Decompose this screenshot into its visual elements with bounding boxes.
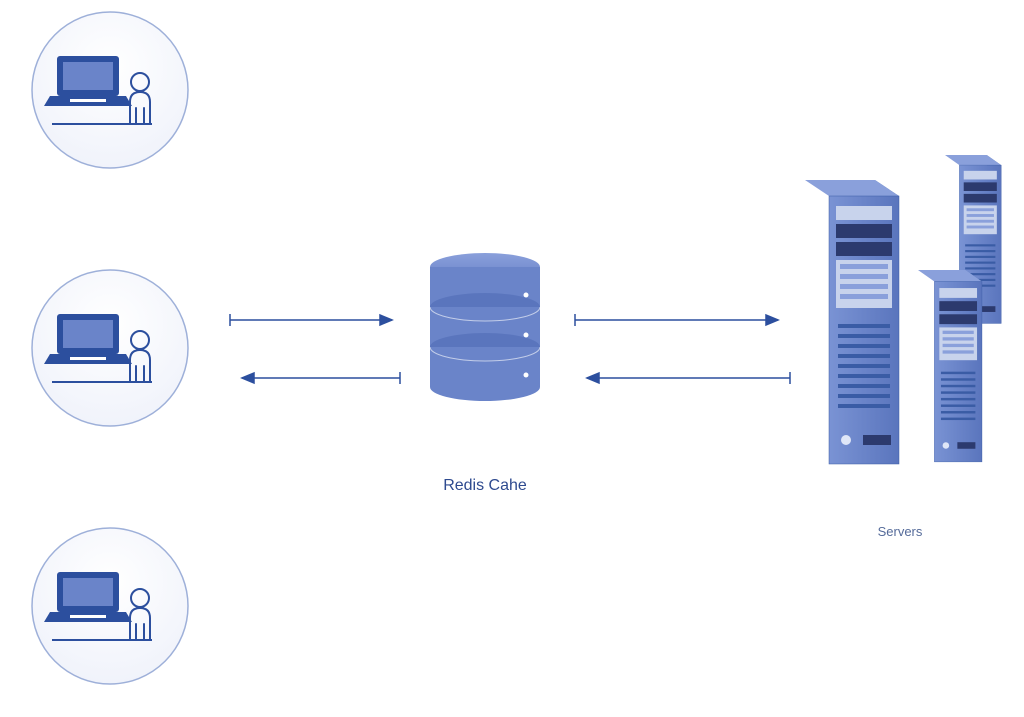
laptop-icon <box>44 56 132 106</box>
cache-label: Redis Cahe <box>443 477 527 494</box>
client-node-3 <box>32 528 188 684</box>
client-node-2 <box>32 270 188 426</box>
client-node-1 <box>32 12 188 168</box>
servers-label: Servers <box>878 524 923 539</box>
redis-cache-node <box>430 253 540 401</box>
arrow-cache-to-servers <box>575 314 790 384</box>
arrow-clients-to-cache <box>230 314 400 384</box>
laptop-icon <box>44 572 132 622</box>
architecture-diagram: Redis Cahe <box>0 0 1024 717</box>
server-tower-large <box>805 180 899 464</box>
server-cluster <box>805 155 1001 464</box>
laptop-icon <box>44 314 132 364</box>
server-tower-medium <box>918 270 982 462</box>
